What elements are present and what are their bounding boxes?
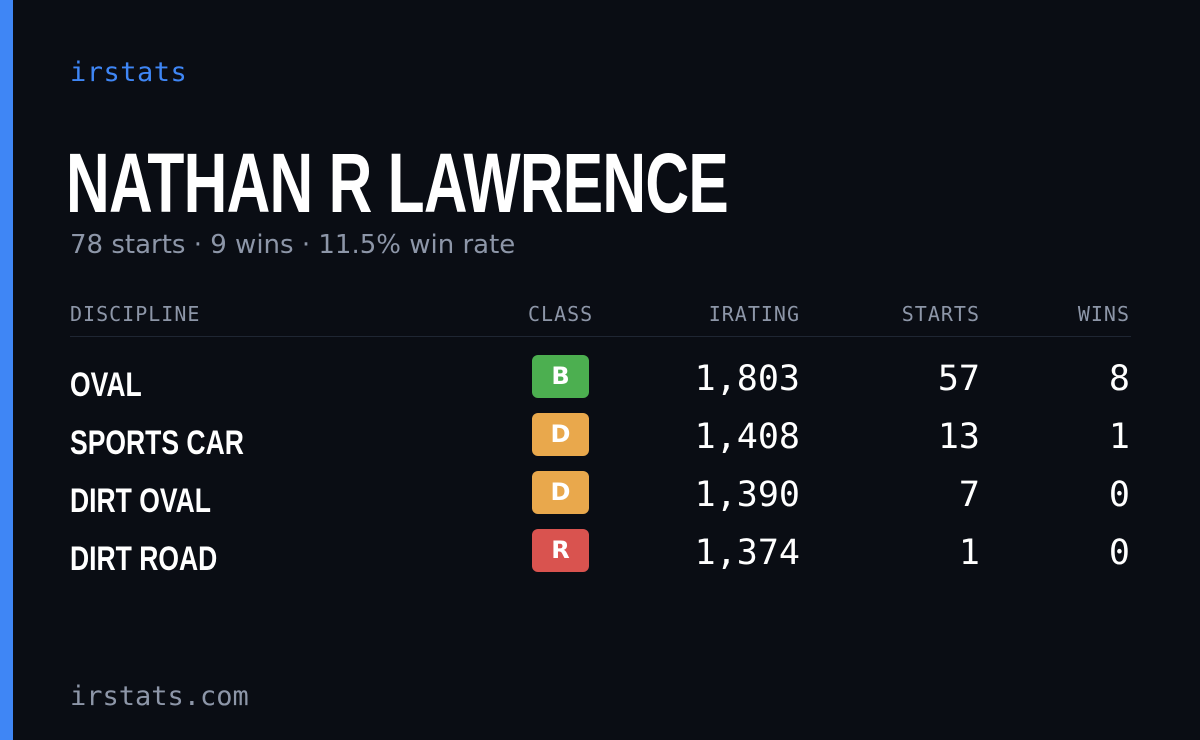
starts-value: 7: [958, 475, 980, 515]
table-row: DIRT OVAL D 1,390 7 0: [70, 471, 1131, 529]
wins-value: 0: [1108, 475, 1130, 515]
table-row: DIRT ROAD R 1,374 1 0: [70, 529, 1131, 587]
footer-site-url: irstats.com: [70, 681, 249, 712]
table-body: OVAL B 1,803 57 8 SPORTS CAR D 1,408 13 …: [70, 337, 1131, 587]
license-class-badge: D: [532, 413, 589, 456]
header-wins: WINS: [1077, 302, 1130, 326]
wins-value: 0: [1108, 533, 1130, 573]
starts-value: 13: [937, 417, 980, 457]
discipline-name: SPORTS CAR: [70, 424, 244, 462]
license-class-badge: D: [532, 471, 589, 514]
career-summary: 78 starts · 9 wins · 11.5% win rate: [70, 230, 516, 260]
starts-value: 1: [958, 533, 980, 573]
starts-value: 57: [937, 359, 980, 399]
driver-name: NATHAN R LAWRENCE: [66, 136, 729, 230]
header-irating: IRATING: [708, 302, 800, 326]
irating-value: 1,408: [694, 417, 800, 457]
table-row: SPORTS CAR D 1,408 13 1: [70, 413, 1131, 471]
discipline-name: OVAL: [70, 366, 142, 404]
table-header: DISCIPLINE CLASS IRATING STARTS WINS: [70, 298, 1131, 337]
wins-value: 8: [1108, 359, 1130, 399]
irating-value: 1,390: [694, 475, 800, 515]
accent-bar: [0, 0, 13, 740]
license-class-badge: B: [532, 355, 589, 398]
header-discipline: DISCIPLINE: [70, 302, 201, 326]
discipline-stats-table: DISCIPLINE CLASS IRATING STARTS WINS OVA…: [70, 298, 1131, 587]
wins-value: 1: [1108, 417, 1130, 457]
irating-value: 1,374: [694, 533, 800, 573]
header-starts: STARTS: [901, 302, 980, 326]
license-class-badge: R: [532, 529, 589, 572]
header-class: CLASS: [528, 302, 594, 326]
brand-logo-text: irstats: [70, 57, 188, 88]
irating-value: 1,803: [694, 359, 800, 399]
discipline-name: DIRT OVAL: [70, 482, 211, 520]
discipline-name: DIRT ROAD: [70, 540, 218, 578]
table-row: OVAL B 1,803 57 8: [70, 355, 1131, 413]
